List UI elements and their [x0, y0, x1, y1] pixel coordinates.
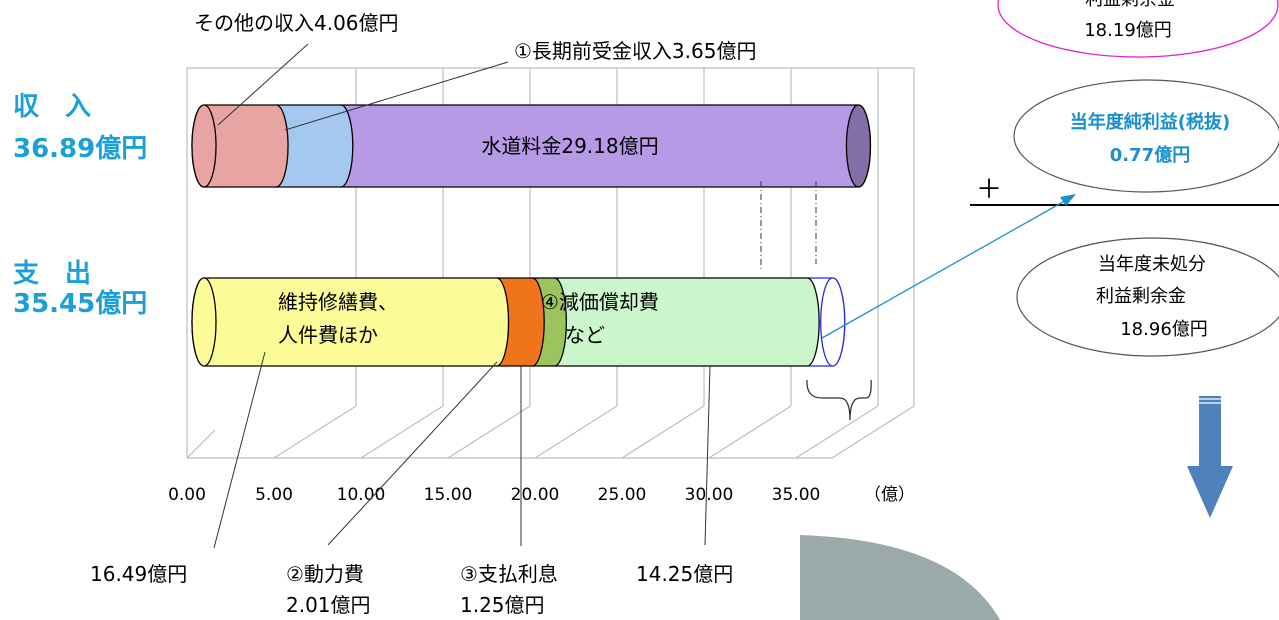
down-arrow-head	[1187, 466, 1233, 518]
x-tick-label: 5.00	[255, 485, 293, 505]
x-tick-label: 30.00	[685, 485, 734, 505]
label-water-fee: 水道料金29.18億円	[481, 134, 658, 158]
x-tick-label: 25.00	[598, 485, 647, 505]
label-other-income: その他の収入4.06億円	[194, 11, 399, 35]
down-arrow-shaft	[1199, 396, 1221, 466]
leader-other-income	[217, 43, 309, 126]
label-interest-2: 1.25億円	[460, 593, 545, 617]
gridline-floor	[708, 405, 792, 459]
right-panel: 利益剰余金 18.19億円 当年度純利益(税抜) 0.77億円 ＋ 当年度未処分…	[970, 0, 1279, 518]
prev-surplus-ellipse	[997, 0, 1279, 58]
gridline-floor	[273, 405, 357, 459]
gridline-floor	[795, 405, 879, 459]
profit-brace	[806, 379, 872, 421]
frame-floor-left	[186, 429, 216, 459]
current-surplus-ellipse	[1016, 237, 1279, 357]
x-tick-label: 20.00	[511, 485, 560, 505]
current-surplus-line3: 18.96億円	[1120, 319, 1208, 340]
leader-maintenance	[213, 351, 266, 549]
decorative-shape	[800, 535, 1000, 620]
frame-bottom-right	[831, 405, 915, 459]
gridline-floor	[534, 405, 618, 459]
profit-connector-line	[821, 197, 1071, 339]
net-profit-line1: 当年度純利益(税抜)	[1070, 111, 1230, 133]
current-surplus-line1: 当年度未処分	[1098, 254, 1206, 275]
label-maintenance-inner-2: 人件費ほか	[278, 323, 378, 347]
income-title: 収 入	[13, 92, 92, 122]
x-tick-label: 10.00	[337, 485, 386, 505]
plus-sign: ＋	[976, 175, 1002, 205]
income-amount: 36.89億円	[13, 134, 148, 164]
label-depreciation: 14.25億円	[636, 562, 733, 586]
bar-segment-water_fee	[328, 104, 872, 188]
bars	[191, 104, 872, 367]
net-profit-ellipse	[1013, 79, 1279, 193]
x-unit-label: （億）	[864, 485, 915, 505]
x-tick-label: 15.00	[424, 485, 473, 505]
expense-title: 支 出	[13, 259, 92, 289]
x-tick-label: 0.00	[168, 485, 206, 505]
label-depreciation-inner-1: ④減価償却費	[541, 290, 659, 314]
gridline-floor	[621, 405, 705, 459]
label-advance-receipt: ①長期前受金収入3.65億円	[514, 39, 756, 63]
gridline-floor	[447, 405, 531, 459]
gridline-floor	[360, 405, 444, 459]
label-power-1: ②動力費	[286, 562, 364, 586]
label-interest-1: ③支払利息	[460, 562, 558, 586]
current-surplus-line2: 利益剰余金	[1096, 286, 1186, 307]
reference-lines	[760, 181, 817, 272]
x-tick-labels: 0.00 5.00 10.00 15.00 20.00 25.00 30.00 35.00	[168, 485, 820, 505]
chart-frame	[186, 67, 915, 459]
label-maintenance-inner-1: 維持修繕費、	[278, 290, 398, 314]
prev-surplus-line1: 利益剰余金	[1085, 0, 1175, 10]
prev-surplus-line2: 18.19億円	[1084, 20, 1172, 41]
bar-left-cap	[191, 104, 217, 188]
label-maintenance: 16.49億円	[90, 562, 187, 586]
x-tick-label: 35.00	[772, 485, 821, 505]
expense-amount: 35.45億円	[13, 289, 148, 319]
label-power-2: 2.01億円	[286, 593, 371, 617]
leader-power	[327, 361, 498, 546]
net-profit-line2: 0.77億円	[1110, 144, 1190, 166]
profit-connector-arrowhead	[1060, 194, 1076, 206]
leader-advance-receipt	[284, 61, 509, 131]
leader-depreciation	[704, 365, 711, 546]
callouts: その他の収入4.06億円 ①長期前受金収入3.65億円 水道料金29.18億円 …	[90, 11, 756, 617]
label-depreciation-inner-2: など	[565, 323, 605, 347]
bar-left-cap	[191, 277, 217, 367]
